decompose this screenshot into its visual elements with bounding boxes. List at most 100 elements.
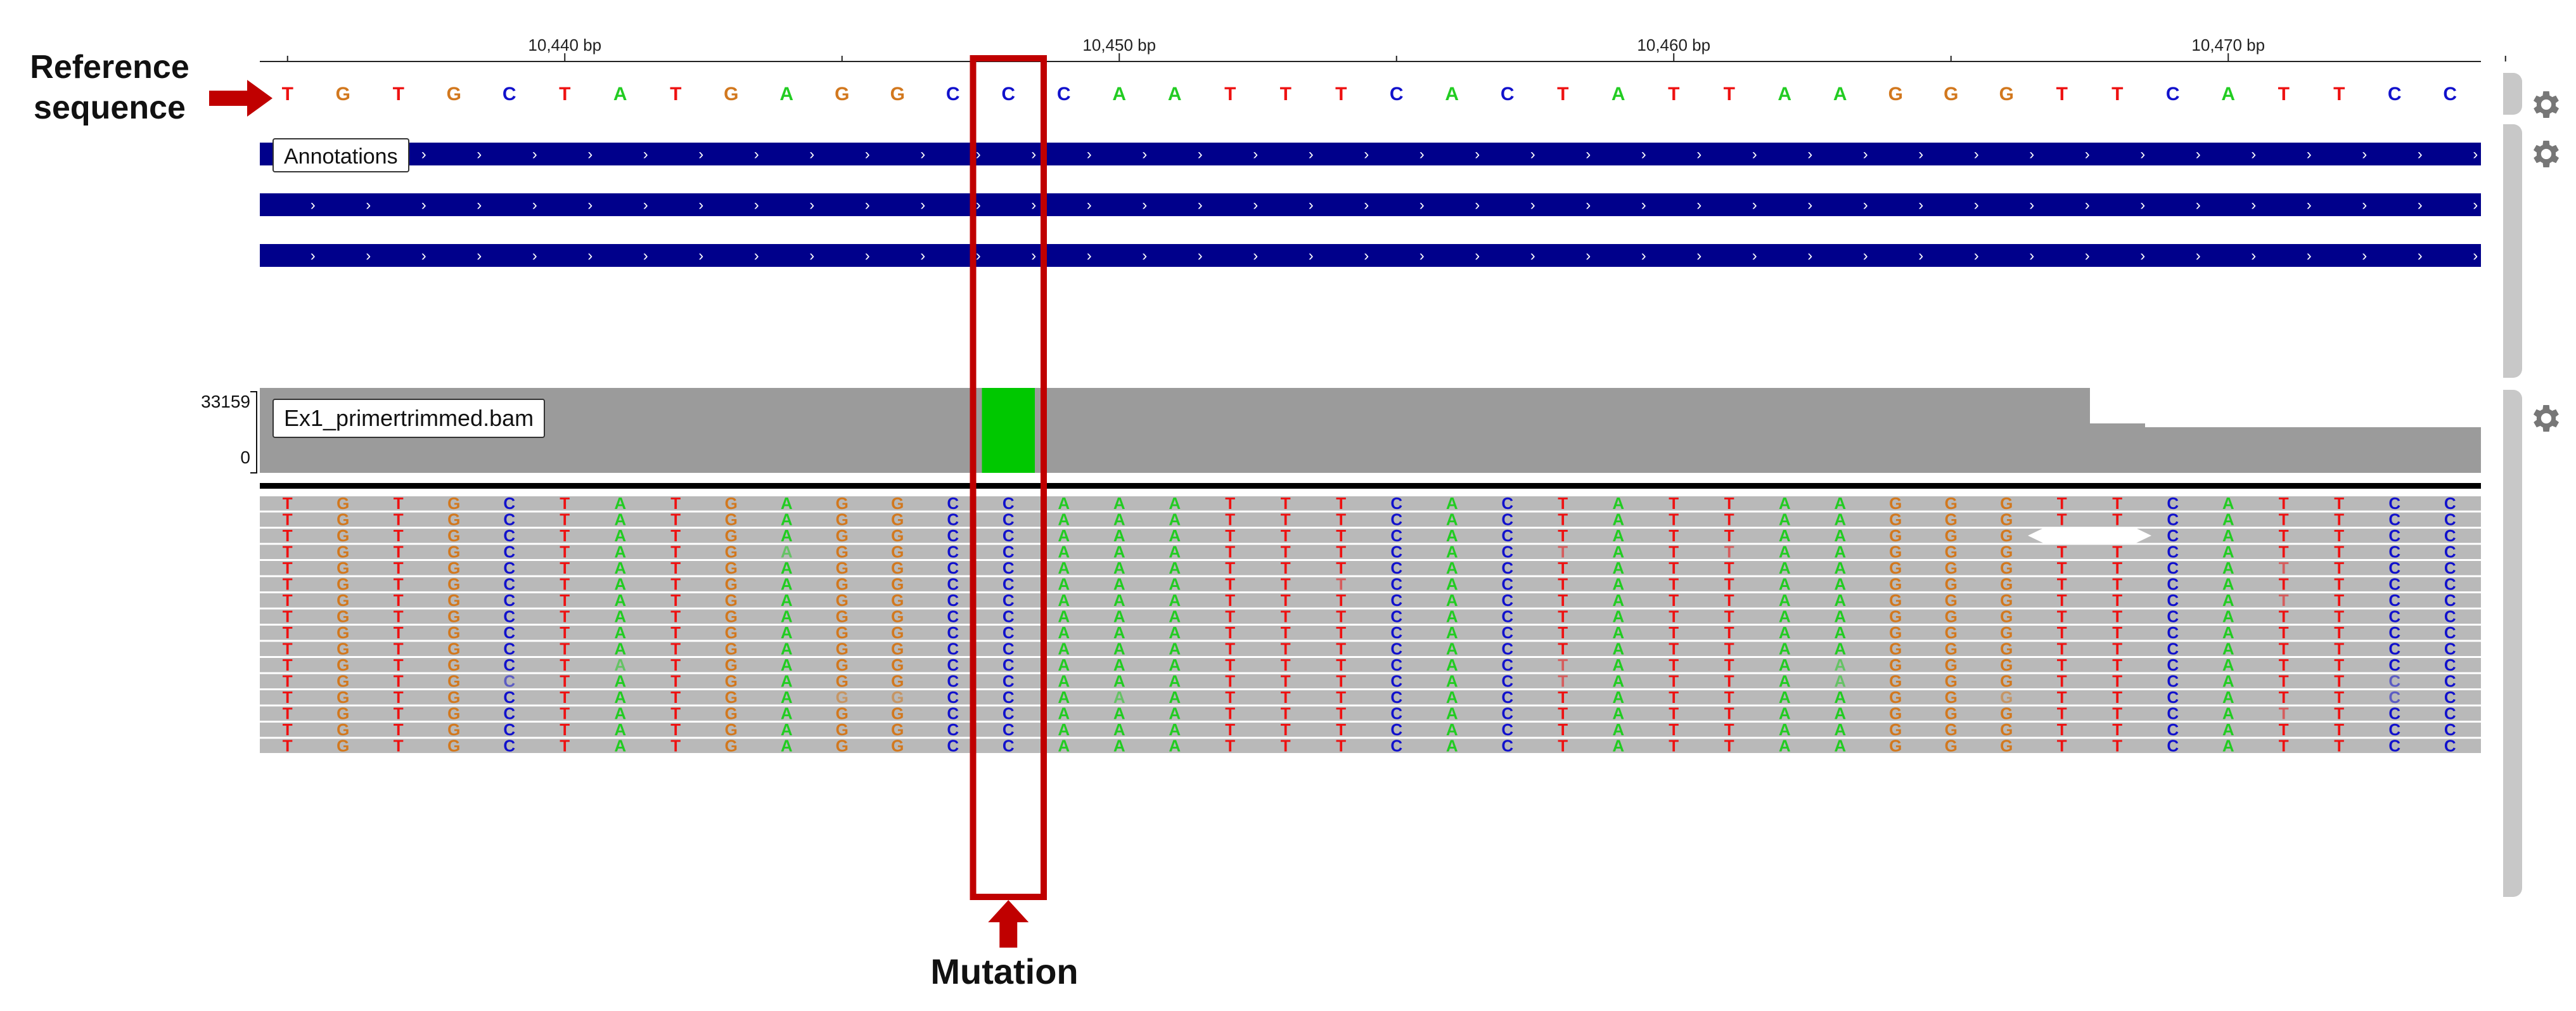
read-base: C bbox=[2388, 623, 2400, 642]
read-base: T bbox=[394, 672, 404, 691]
reference-base: C bbox=[2166, 84, 2180, 105]
strand-arrow-icon: › bbox=[2362, 146, 2367, 163]
read-row bbox=[260, 496, 2481, 511]
strand-arrow-icon: › bbox=[2418, 146, 2423, 163]
annotation-panel-scrollbar[interactable] bbox=[2503, 124, 2522, 378]
read-base: G bbox=[891, 510, 904, 529]
read-base: T bbox=[1281, 494, 1291, 513]
read-base: T bbox=[283, 623, 293, 642]
read-base: A bbox=[1169, 510, 1181, 529]
read-base: C bbox=[1501, 704, 1513, 723]
read-base: C bbox=[2167, 558, 2179, 577]
read-base: G bbox=[725, 737, 738, 756]
read-base: T bbox=[2057, 640, 2067, 659]
strand-arrow-icon: › bbox=[2196, 146, 2201, 163]
read-base: A bbox=[1612, 591, 1624, 610]
read-base: T bbox=[670, 510, 681, 529]
read-base: T bbox=[1336, 558, 1346, 577]
read-base: T bbox=[1281, 510, 1291, 529]
strand-arrow-icon: › bbox=[2473, 196, 2478, 214]
read-base: A bbox=[1058, 672, 1070, 691]
read-base: T bbox=[1336, 510, 1346, 529]
strand-arrow-icon: › bbox=[1586, 146, 1591, 163]
read-base: G bbox=[2000, 510, 2013, 529]
read-base: A bbox=[1113, 558, 1125, 577]
gear-icon[interactable] bbox=[2528, 136, 2564, 172]
reference-base: T bbox=[2056, 84, 2068, 105]
read-base: G bbox=[891, 640, 904, 659]
strand-arrow-icon: › bbox=[1696, 247, 1701, 264]
read-base: T bbox=[2057, 737, 2067, 756]
read-base: T bbox=[1225, 655, 1235, 674]
read-base: A bbox=[1169, 623, 1181, 642]
read-base: A bbox=[2222, 655, 2234, 674]
read-base: T bbox=[560, 704, 570, 723]
read-base: T bbox=[1669, 720, 1679, 739]
read-base: A bbox=[2222, 720, 2234, 739]
read-base: T bbox=[1669, 623, 1679, 642]
read-base: G bbox=[336, 720, 349, 739]
read-base: T bbox=[560, 510, 570, 529]
read-base: G bbox=[1889, 623, 1902, 642]
read-base: T bbox=[2334, 591, 2344, 610]
read-base: T bbox=[2112, 623, 2122, 642]
read-base: C bbox=[2167, 494, 2179, 513]
reference-panel-scrollbar[interactable] bbox=[2503, 73, 2522, 115]
strand-arrow-icon: › bbox=[809, 247, 814, 264]
reference-base: T bbox=[1335, 84, 1347, 105]
read-base: C bbox=[1501, 591, 1513, 610]
alignment-panel-scrollbar[interactable] bbox=[2503, 390, 2522, 897]
read-base: A bbox=[1058, 623, 1070, 642]
read-base: T bbox=[1669, 558, 1679, 577]
read-base: C bbox=[1390, 737, 1402, 756]
strand-arrow-icon: › bbox=[421, 196, 426, 214]
read-base: T bbox=[1724, 575, 1734, 594]
strand-arrow-icon: › bbox=[1974, 146, 1979, 163]
read-base: A bbox=[1169, 640, 1181, 659]
read-base: C bbox=[947, 623, 959, 642]
read-base: T bbox=[2279, 672, 2289, 691]
read-base: C bbox=[1003, 720, 1015, 739]
read-base: T bbox=[2057, 720, 2067, 739]
read-base: A bbox=[614, 623, 626, 642]
bam-track-label[interactable]: Ex1_primertrimmed.bam bbox=[272, 399, 546, 438]
read-base: C bbox=[503, 494, 515, 513]
read-base: A bbox=[1169, 526, 1181, 545]
read-base: T bbox=[283, 558, 293, 577]
strand-arrow-icon: › bbox=[366, 196, 371, 214]
read-base: A bbox=[2222, 704, 2234, 723]
read-base: T bbox=[394, 607, 404, 626]
read-base: C bbox=[2388, 672, 2400, 691]
read-base: T bbox=[1225, 737, 1235, 756]
read-base: T bbox=[1336, 655, 1346, 674]
read-base: T bbox=[283, 591, 293, 610]
read-base: T bbox=[2334, 640, 2344, 659]
annotations-track-label[interactable]: Annotations bbox=[272, 138, 409, 172]
reference-base: T bbox=[282, 84, 293, 105]
read-base: T bbox=[670, 672, 681, 691]
read-base: A bbox=[781, 526, 793, 545]
reference-base: T bbox=[559, 84, 570, 105]
reference-base: G bbox=[447, 84, 461, 105]
read-base: A bbox=[1446, 510, 1458, 529]
gear-icon[interactable] bbox=[2528, 401, 2564, 436]
read-base: G bbox=[891, 575, 904, 594]
read-base: G bbox=[447, 704, 460, 723]
strand-arrow-icon: › bbox=[311, 196, 316, 214]
read-base: T bbox=[1558, 591, 1568, 610]
read-base: T bbox=[283, 688, 293, 707]
strand-arrow-icon: › bbox=[1475, 196, 1480, 214]
read-base: G bbox=[336, 607, 349, 626]
read-base: A bbox=[614, 704, 626, 723]
read-base: G bbox=[447, 655, 460, 674]
reference-base: C bbox=[1001, 84, 1015, 105]
gear-icon[interactable] bbox=[2528, 87, 2564, 122]
read-base: T bbox=[1558, 672, 1568, 691]
read-base: A bbox=[2222, 575, 2234, 594]
read-base: T bbox=[560, 737, 570, 756]
read-base: T bbox=[2334, 623, 2344, 642]
strand-arrow-icon: › bbox=[2196, 196, 2201, 214]
read-base: A bbox=[614, 688, 626, 707]
read-base: T bbox=[283, 655, 293, 674]
read-base: A bbox=[2222, 672, 2234, 691]
